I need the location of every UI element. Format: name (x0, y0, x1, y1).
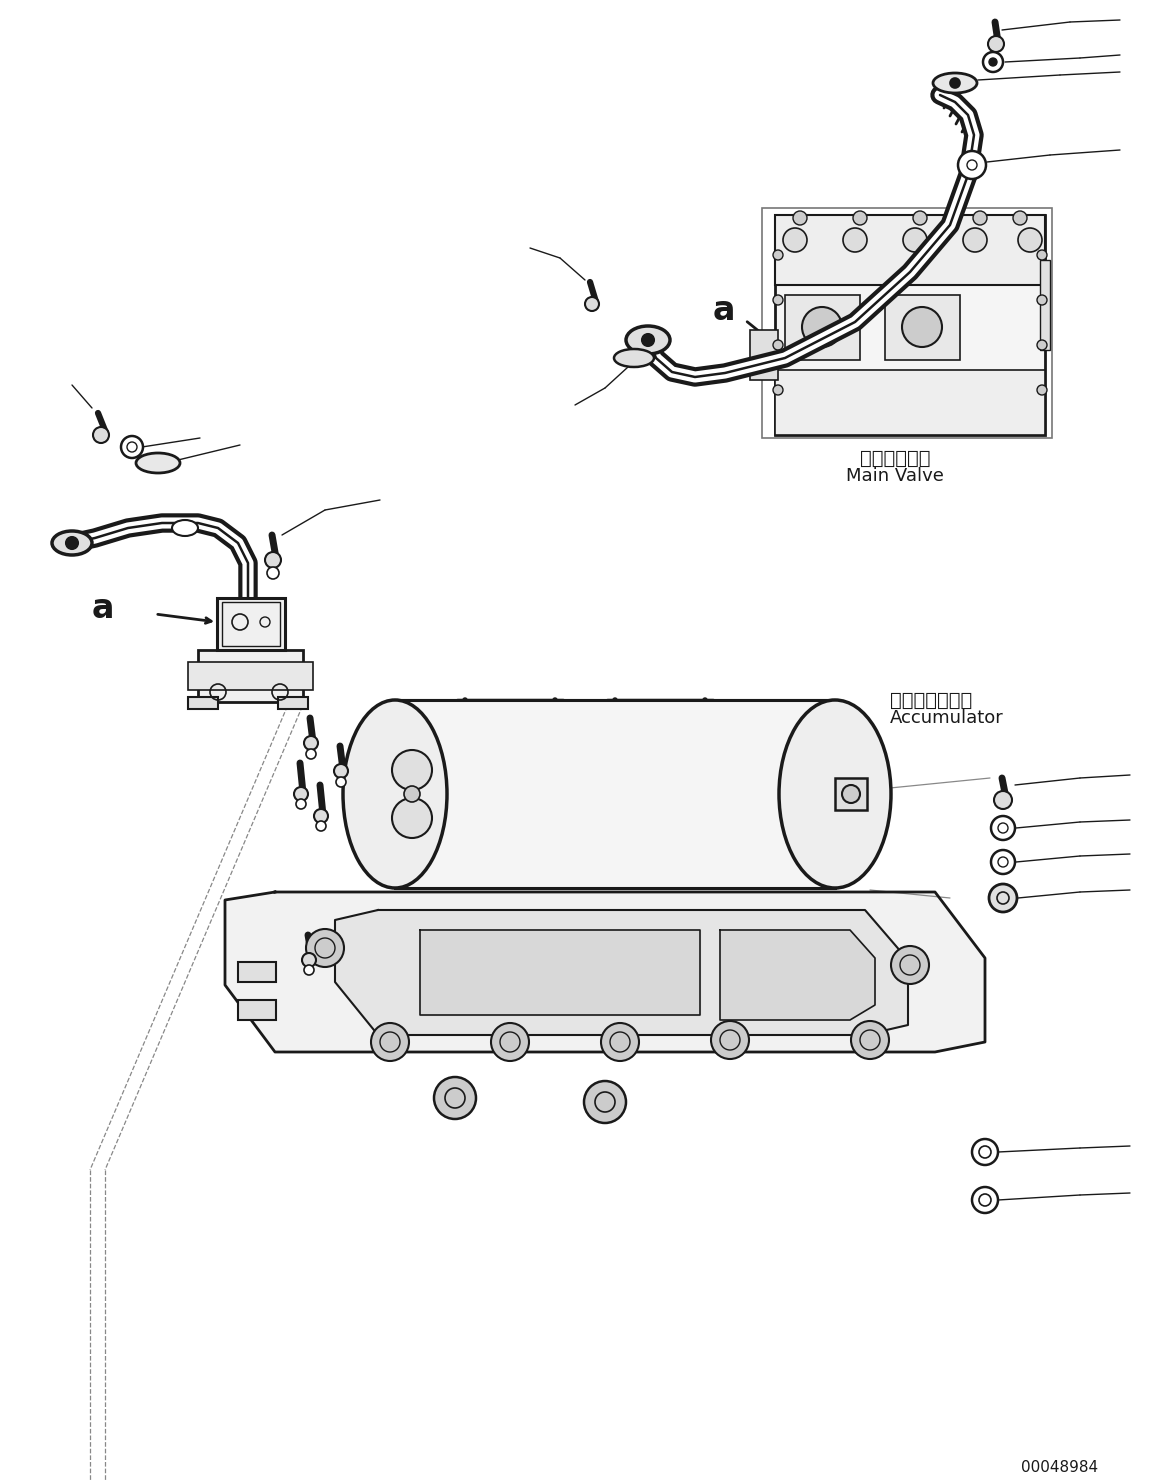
Circle shape (265, 552, 281, 568)
Circle shape (802, 307, 843, 347)
Circle shape (601, 1022, 639, 1061)
Polygon shape (335, 910, 908, 1034)
Ellipse shape (779, 700, 891, 887)
Bar (775, 215, 1045, 285)
Circle shape (843, 229, 867, 252)
Circle shape (843, 785, 860, 803)
Circle shape (773, 340, 783, 350)
Circle shape (121, 436, 143, 459)
Circle shape (773, 249, 783, 260)
Circle shape (971, 1140, 998, 1165)
Ellipse shape (626, 326, 670, 355)
Circle shape (1013, 211, 1027, 226)
Ellipse shape (52, 531, 92, 555)
Ellipse shape (136, 453, 180, 473)
Circle shape (392, 798, 432, 838)
Ellipse shape (171, 519, 198, 536)
Bar (775, 215, 1045, 435)
Circle shape (991, 850, 1015, 874)
Circle shape (404, 787, 420, 801)
Circle shape (963, 229, 988, 252)
Circle shape (994, 791, 1012, 809)
Circle shape (294, 787, 308, 801)
Circle shape (267, 567, 279, 579)
Circle shape (891, 945, 929, 984)
Circle shape (851, 1021, 889, 1060)
Circle shape (1037, 249, 1047, 260)
Bar (834, 778, 867, 810)
Bar (198, 650, 303, 702)
Circle shape (302, 953, 317, 968)
Bar (775, 370, 1045, 435)
Circle shape (317, 821, 326, 831)
Circle shape (642, 334, 654, 346)
Circle shape (989, 884, 1017, 913)
Bar (238, 1000, 276, 1020)
Text: Main Valve: Main Valve (846, 467, 944, 485)
Bar (1041, 260, 1050, 350)
Ellipse shape (933, 73, 977, 93)
Circle shape (1037, 384, 1047, 395)
Circle shape (306, 749, 317, 758)
Circle shape (783, 229, 807, 252)
Bar (222, 603, 280, 646)
Text: Accumulator: Accumulator (890, 709, 1004, 727)
Polygon shape (420, 930, 700, 1015)
Text: a: a (712, 294, 735, 326)
Bar (885, 295, 960, 361)
Ellipse shape (343, 700, 447, 887)
Text: 00048984: 00048984 (1021, 1460, 1098, 1475)
Circle shape (314, 809, 328, 824)
Circle shape (434, 1077, 477, 1119)
Circle shape (584, 1080, 626, 1123)
Circle shape (773, 295, 783, 306)
Bar (188, 662, 313, 690)
Circle shape (773, 384, 783, 395)
Polygon shape (224, 892, 985, 1052)
Bar (395, 700, 834, 887)
Circle shape (93, 427, 109, 444)
Circle shape (958, 151, 986, 180)
Circle shape (983, 52, 1003, 73)
Circle shape (334, 764, 348, 778)
Bar (785, 295, 860, 361)
Circle shape (306, 929, 344, 968)
Circle shape (988, 36, 1004, 52)
Bar (238, 962, 276, 982)
Circle shape (971, 1187, 998, 1212)
Bar (279, 697, 308, 709)
Polygon shape (721, 930, 875, 1020)
Circle shape (392, 749, 432, 789)
Circle shape (793, 211, 807, 226)
Bar (218, 598, 285, 650)
Circle shape (304, 736, 318, 749)
Circle shape (711, 1021, 749, 1060)
Bar (750, 329, 778, 380)
Circle shape (1037, 340, 1047, 350)
Circle shape (989, 58, 997, 65)
Bar (188, 697, 218, 709)
Circle shape (913, 211, 927, 226)
Circle shape (296, 798, 306, 809)
Circle shape (491, 1022, 529, 1061)
Circle shape (585, 297, 599, 312)
Bar (762, 208, 1052, 438)
Circle shape (853, 211, 867, 226)
Circle shape (371, 1022, 409, 1061)
Text: アキュムレータ: アキュムレータ (890, 690, 973, 709)
Circle shape (973, 211, 988, 226)
Ellipse shape (613, 349, 654, 367)
Circle shape (902, 307, 942, 347)
Circle shape (1037, 295, 1047, 306)
Circle shape (991, 816, 1015, 840)
Circle shape (66, 537, 78, 549)
Circle shape (304, 965, 314, 975)
Circle shape (950, 79, 960, 88)
Text: a: a (92, 592, 114, 625)
Circle shape (1017, 229, 1042, 252)
Circle shape (336, 778, 346, 787)
Circle shape (904, 229, 927, 252)
Text: メインバルブ: メインバルブ (860, 448, 930, 467)
